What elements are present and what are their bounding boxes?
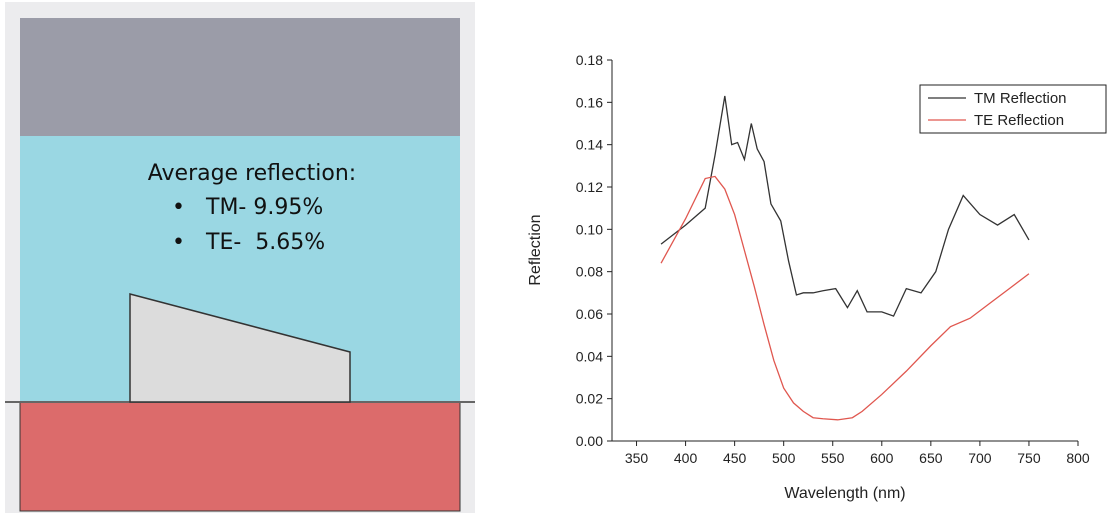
- legend-box: [919, 84, 1107, 134]
- x-tick-label: 450: [723, 450, 747, 466]
- x-tick-label: 400: [674, 450, 698, 466]
- x-axis-title: Wavelength (nm): [784, 485, 905, 502]
- x-tick-label: 750: [1017, 450, 1041, 466]
- y-tick-label: 0.16: [576, 94, 603, 110]
- chart: Reflection Wavelength (nm) 0.00 0.02 0.04 0…: [527, 52, 1107, 502]
- y-tick-label: 0.08: [576, 264, 603, 280]
- x-tick-label: 600: [870, 450, 894, 466]
- structure-diagram: Average reflection: • TM- 9.95% • TE- 5.…: [5, 2, 475, 513]
- x-tick-label: 550: [821, 450, 845, 466]
- y-tick-label: 0.14: [576, 137, 603, 153]
- y-tick-label: 0.18: [576, 52, 603, 68]
- heading: Average reflection:: [148, 161, 356, 186]
- substrate: [19, 401, 461, 512]
- legend-label: TM Reflection: [974, 90, 1067, 107]
- grating: [129, 293, 351, 403]
- y-axis-title: Reflection: [527, 214, 544, 285]
- item: TM- 9.95%: [205, 195, 323, 220]
- x-tick-label: 500: [772, 450, 796, 466]
- bullet: •: [172, 195, 185, 220]
- x-tick-label: 350: [625, 450, 649, 466]
- y-tick-label: 0.00: [576, 433, 603, 449]
- y-tick-label: 0.04: [576, 348, 603, 364]
- line: [660, 95, 1030, 317]
- y-tick-label: 0.10: [576, 221, 603, 237]
- item: TE- 5.65%: [205, 230, 325, 255]
- x-tick-label: 800: [1066, 450, 1090, 466]
- x-tick-label: 650: [919, 450, 943, 466]
- y-tick-label: 0.06: [576, 306, 603, 322]
- bullet: •: [172, 230, 185, 255]
- line: [660, 175, 1030, 421]
- x-tick-label: 700: [968, 450, 992, 466]
- y-tick-label: 0.02: [576, 391, 603, 407]
- top-layer: [20, 18, 460, 136]
- legend-label: TE Reflection: [974, 112, 1064, 129]
- y-tick-label: 0.12: [576, 179, 603, 195]
